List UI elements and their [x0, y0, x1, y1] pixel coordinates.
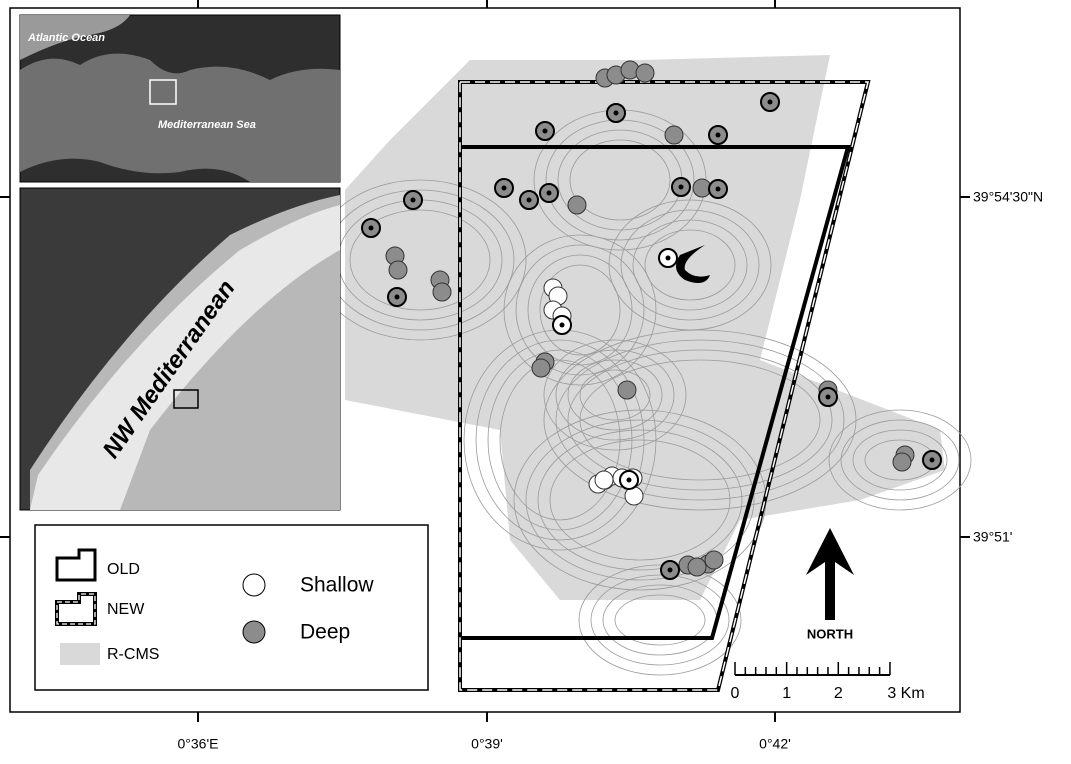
label: Atlantic Ocean: [27, 32, 105, 44]
shallow-swatch: [243, 574, 265, 596]
deep-site: [705, 551, 723, 569]
lat-label: 39°54'30"N: [973, 189, 1043, 205]
site-dot: [716, 187, 721, 192]
inset-europe: Atlantic Ocean Mediterranean Sea: [20, 15, 340, 182]
inset-region: NW Mediterranean: [20, 188, 340, 510]
site-dot: [679, 185, 684, 190]
north-label: NORTH: [807, 626, 853, 641]
map-figure: NORTH 0 1 2 3 Km Atlantic Ocean Mediterrane…: [0, 0, 1071, 759]
site-dot: [768, 100, 773, 105]
deep-site: [636, 64, 654, 82]
deep-site: [433, 283, 451, 301]
deep-site: [618, 381, 636, 399]
deep-site: [665, 126, 683, 144]
rcms-swatch: [60, 643, 100, 665]
label: Mediterranean Sea: [158, 119, 256, 131]
deep-site: [688, 558, 706, 576]
site-dot: [502, 186, 507, 191]
legend: OLD NEW R-CMS Shallow Deep: [35, 525, 428, 690]
scale-label: 1: [782, 685, 791, 702]
legend-label: NEW: [107, 601, 145, 618]
legend-label: Deep: [300, 621, 350, 644]
deep-site: [893, 453, 911, 471]
lon-label: 0°42': [759, 736, 791, 752]
site-dot: [543, 129, 548, 134]
lon-label: 0°39': [471, 736, 503, 752]
lat-label: 39°51': [973, 529, 1012, 545]
deep-site: [532, 359, 550, 377]
scale-label: 3 Km: [887, 685, 924, 702]
legend-label: OLD: [107, 561, 140, 578]
site-dot: [627, 478, 632, 483]
scale-label: 2: [834, 685, 843, 702]
legend-label: Shallow: [300, 574, 374, 597]
site-dot: [826, 395, 831, 400]
deep-swatch: [243, 621, 265, 643]
site-dot: [666, 256, 671, 261]
shallow-site: [595, 471, 613, 489]
site-dot: [930, 458, 935, 463]
deep-site: [389, 261, 407, 279]
site-dot: [716, 133, 721, 138]
site-dot: [547, 191, 552, 196]
scale-label: 0: [731, 685, 740, 702]
deep-site: [568, 196, 586, 214]
site-dot: [614, 111, 619, 116]
site-dot: [560, 323, 565, 328]
site-dot: [369, 226, 374, 231]
site-dot: [668, 568, 673, 573]
site-dot: [411, 198, 416, 203]
lon-label: 0°36'E: [178, 736, 219, 752]
legend-label: R-CMS: [107, 646, 159, 663]
site-dot: [527, 198, 532, 203]
site-dot: [395, 295, 400, 300]
